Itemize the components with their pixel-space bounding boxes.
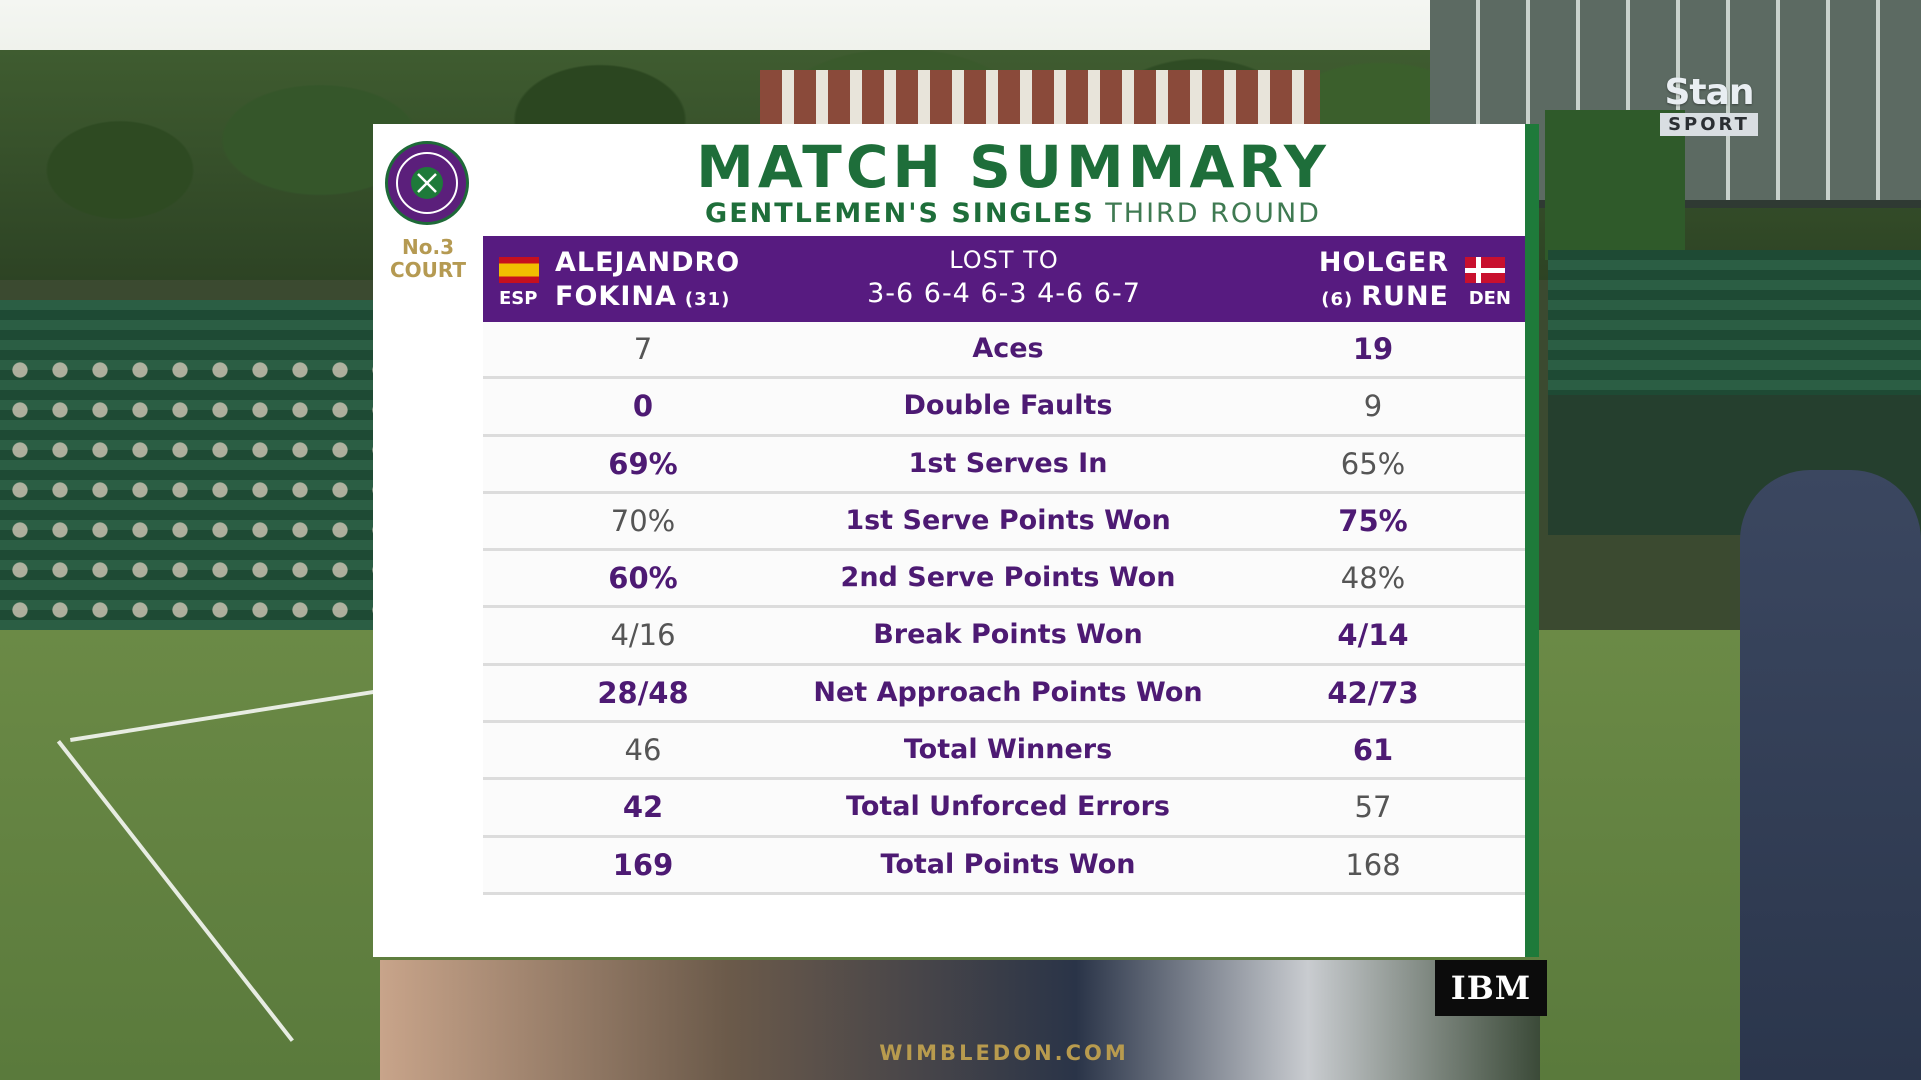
player2-stat: 4/14 <box>1337 618 1409 653</box>
stat-row: 70% 1st Serve Points Won 75% <box>483 493 1525 552</box>
player2-stat: 168 <box>1345 847 1401 882</box>
player2-stat: 75% <box>1338 503 1408 538</box>
event-round: THIRD ROUND <box>1105 198 1321 229</box>
player2-stat: 61 <box>1352 733 1394 768</box>
player1-stat: 4/16 <box>610 618 676 653</box>
match-summary-panel: No.3 COURT MATCH SUMMARY GENTLEMEN'S SIN… <box>373 124 1539 1065</box>
result-score: 3-6 6-4 6-3 4-6 6-7 <box>867 278 1141 309</box>
stat-row: 60% 2nd Serve Points Won 48% <box>483 551 1525 609</box>
stat-label: Break Points Won <box>873 619 1143 651</box>
wimbledon-logo-icon <box>385 141 469 225</box>
panel-left-column: No.3 COURT <box>373 124 483 957</box>
stan-sport-logo: Stan SPORT <box>1652 72 1766 136</box>
stan-logo-word: Stan <box>1664 72 1754 113</box>
player2-seed: (6) <box>1321 289 1354 310</box>
logo-ring <box>396 152 458 214</box>
player1-seed: (31) <box>684 289 731 310</box>
ibm-logo: IBM <box>1435 960 1547 1016</box>
stat-row: 28/48 Net Approach Points Won 42/73 <box>483 665 1525 724</box>
player2-last-name-line: (6) RUNE <box>1321 281 1449 312</box>
denmark-flag-icon <box>1465 257 1505 283</box>
stat-row: 69% 1st Serves In 65% <box>483 436 1525 494</box>
stat-row: 4/16 Break Points Won 4/14 <box>483 608 1525 666</box>
player1-first-name: ALEJANDRO <box>555 247 741 278</box>
website-label: WIMBLEDON.COM <box>879 1041 1129 1065</box>
crossed-rackets-icon <box>417 173 437 193</box>
player2-last-name: RUNE <box>1361 281 1449 312</box>
stat-label: 1st Serve Points Won <box>845 504 1171 536</box>
player2-first-name: HOLGER <box>1318 247 1449 278</box>
stan-logo-sport: SPORT <box>1660 113 1758 136</box>
player1-stat: 0 <box>632 389 654 424</box>
brick-building <box>760 70 1320 130</box>
stands-right <box>1548 250 1921 400</box>
court-label: No.3 COURT <box>373 236 483 282</box>
player1-country: ESP <box>499 288 538 309</box>
flag-cross-horizontal <box>1465 268 1505 273</box>
stat-label: Total Points Won <box>880 848 1136 880</box>
stat-label: 2nd Serve Points Won <box>840 562 1176 594</box>
player2-stat: 57 <box>1354 790 1392 825</box>
event-name: GENTLEMEN'S SINGLES <box>705 198 1095 229</box>
panel-footer: WIMBLEDON.COM <box>483 1026 1525 1080</box>
spain-flag-icon <box>499 257 539 283</box>
event-subtitle: GENTLEMEN'S SINGLES THIRD ROUND <box>483 196 1543 232</box>
court-number: No.3 <box>402 235 454 259</box>
stat-label: Double Faults <box>903 390 1113 422</box>
crowd-bottom <box>380 960 1540 1080</box>
player1-stat: 42 <box>622 790 664 825</box>
stat-label: Total Winners <box>903 734 1113 766</box>
player1-last-name-line: FOKINA (31) <box>555 281 730 312</box>
player1-stat: 28/48 <box>597 675 689 710</box>
stat-row: 42 Total Unforced Errors 57 <box>483 780 1525 838</box>
player1-stat: 60% <box>608 561 678 596</box>
stat-label: 1st Serves In <box>908 447 1108 479</box>
result-label: LOST TO <box>949 246 1059 274</box>
player1-stat: 7 <box>633 332 653 366</box>
player1-stat: 46 <box>624 733 662 768</box>
page-title: MATCH SUMMARY <box>696 133 1330 201</box>
stat-row: 7 Aces 19 <box>483 322 1525 380</box>
stat-row: 169 Total Points Won 168 <box>483 837 1525 895</box>
player1-stat: 70% <box>610 503 676 538</box>
stat-label: Total Unforced Errors <box>846 791 1170 823</box>
player1-stat: 69% <box>608 446 678 481</box>
spectator <box>1740 470 1921 1080</box>
players-header: ESP ALEJANDRO FOKINA (31) LOST TO 3-6 6-4… <box>483 236 1525 322</box>
stat-row: 0 Double Faults 9 <box>483 379 1525 437</box>
stat-row: 46 Total Winners 61 <box>483 723 1525 781</box>
player2-stat: 42/73 <box>1327 675 1419 710</box>
court-word: COURT <box>389 258 467 282</box>
player1-stat: 169 <box>612 847 674 882</box>
stats-table: 7 Aces 19 0 Double Faults 9 69% 1st Serv… <box>483 322 1525 895</box>
player2-country: DEN <box>1468 288 1511 309</box>
player2-stat: 65% <box>1340 446 1406 481</box>
stat-label: Aces <box>972 333 1044 364</box>
player2-stat: 48% <box>1340 561 1406 596</box>
crowd-left <box>0 340 380 640</box>
stat-label: Net Approach Points Won <box>813 676 1203 708</box>
player1-last-name: FOKINA <box>555 281 677 312</box>
player2-stat: 9 <box>1363 389 1383 424</box>
player2-stat: 19 <box>1352 332 1394 366</box>
